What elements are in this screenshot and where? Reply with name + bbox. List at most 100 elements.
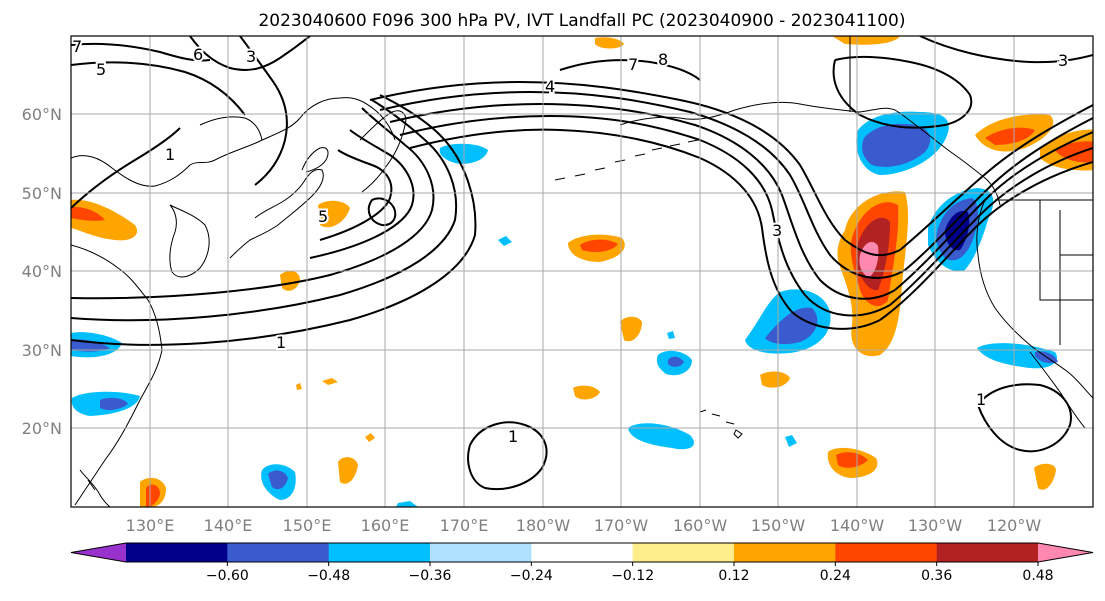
colorbar-tick-label: −0.24 (510, 568, 553, 584)
lon-label: 150°E (283, 516, 332, 535)
pv-contour-gulf-loop (832, 55, 973, 129)
colorbar-segment (531, 543, 634, 562)
pv-contour-label: 7 (628, 55, 638, 74)
japan-islands (229, 147, 329, 259)
philippines-coast (79, 469, 111, 507)
okhotsk-coast (199, 116, 263, 141)
ivt-positive-s-core (836, 452, 868, 468)
kamchatka-coast (359, 110, 407, 193)
ivt-positive-mid-core (580, 239, 618, 252)
longitude-labels: 130°E 140°E 150°E 160°E 170°E 180°W 170°… (126, 516, 1042, 535)
ivt-positive-small5 (338, 457, 358, 484)
pv-contour-label: 5 (318, 207, 328, 226)
pv-contour-east-wrap (899, 104, 1093, 251)
colorbar-tick-label: −0.60 (206, 568, 249, 584)
pv-contour-north-5 (409, 128, 881, 330)
pv-contour-east-wrap-3 (894, 131, 1093, 291)
ivt-positive-small3 (760, 371, 790, 388)
ivt-negative-goa-core (862, 123, 931, 167)
colorbar: −0.60 −0.48 −0.36 −0.24 −0.12 0.12 0.24 0.36 0.4… (70, 542, 1094, 584)
ivt-positive-small1 (280, 270, 300, 291)
hawaii-islands (699, 409, 743, 439)
ivt-positive-small2 (620, 316, 642, 342)
lat-label: 20°N (22, 419, 62, 438)
lon-label: 160°E (361, 516, 410, 535)
pv-contour-top-3 (919, 36, 1093, 64)
ivt-negative-small2 (628, 423, 694, 450)
lon-label: 170°E (440, 516, 489, 535)
colorbar-segment (936, 543, 1039, 562)
ivt-negative-tiny1 (498, 236, 512, 246)
pv-contour-north-2 (379, 90, 906, 279)
lon-label: 130°E (126, 516, 175, 535)
pv-contour-label: 1 (976, 390, 986, 409)
lat-label: 40°N (22, 262, 62, 281)
na-west-coast (976, 199, 1093, 399)
graticule (71, 36, 1093, 507)
colorbar-tick-label: 0.12 (718, 568, 749, 584)
ivt-negative-small4 (977, 343, 1058, 369)
pv-contour-label: 3 (246, 47, 256, 66)
ivt-negative-tiny3 (667, 331, 675, 339)
pv-contour-label: 3 (1058, 51, 1068, 70)
lon-label: 140°E (204, 516, 253, 535)
map-frame (70, 35, 1094, 508)
pv-contour-2 (71, 99, 458, 322)
colorbar-segment (328, 543, 431, 562)
colorbar-tick-label: 0.24 (820, 568, 851, 584)
pv-contour-label: 1 (508, 427, 518, 446)
pv-contour-3-west (239, 36, 288, 186)
ivt-negative-small3-core (268, 470, 288, 490)
colorbar-tick-label: −0.36 (409, 568, 452, 584)
ivt-positive-ne-core (985, 127, 1035, 145)
pv-contour-label: 1 (276, 333, 286, 352)
pv-contour-label: 4 (545, 77, 555, 96)
ivt-positive-japan (318, 200, 350, 228)
ivt-negative-w25-core (100, 397, 128, 411)
pv-contour-1-west (71, 127, 181, 209)
pv-contour-east-wrap-4 (889, 147, 1093, 306)
pv-contour-east-wrap-2 (904, 117, 1093, 271)
pv-contour-4 (309, 129, 415, 259)
pv-contour-label: 5 (96, 60, 106, 79)
pv-contour-1-south (467, 421, 548, 491)
pv-contour-1-se (976, 383, 1072, 453)
ivt-positive-tiny2 (365, 433, 375, 442)
colorbar-tick-label: −0.12 (611, 568, 654, 584)
pv-contour-3 (71, 107, 435, 300)
lon-label: 140°W (830, 516, 885, 535)
pv-contour-north-4 (399, 114, 891, 317)
ivt-positive-small6 (1034, 463, 1056, 490)
colorbar-tick-label: 0.36 (921, 568, 952, 584)
ivt-positive-tiny3 (296, 383, 302, 390)
pv-contours (71, 36, 1093, 491)
korea-peninsula (169, 204, 210, 278)
pv-contour-label: 1 (165, 145, 175, 164)
colorbar-segment (430, 543, 532, 562)
pv-contour-north-1 (369, 80, 901, 257)
pv-contour-label: 7 (72, 37, 82, 56)
colorbar-extend-min (71, 543, 126, 562)
pv-contour-top-7 (71, 42, 211, 62)
lon-label: 160°W (673, 516, 728, 535)
ivt-positive-w-core (71, 206, 105, 221)
colorbar-segment (835, 543, 938, 562)
ivt-negative-w30-core (71, 339, 110, 352)
lat-label: 50°N (22, 184, 62, 203)
colorbar-segment (227, 543, 330, 562)
ivt-positive-tiny1 (322, 378, 338, 385)
pv-contour-label: 6 (193, 45, 203, 64)
ivt-positive-top2 (832, 36, 900, 45)
lon-label: 150°W (751, 516, 806, 535)
map-title: 2023040600 F096 300 hPa PV, IVT Landfall… (258, 11, 905, 31)
ivt-positive-small4 (573, 385, 600, 400)
state-borders (1039, 200, 1093, 345)
map-panel: 1 1 1 1 3 3 3 4 5 5 6 7 7 8 (70, 35, 1094, 508)
pv-contour-1-main (71, 94, 477, 346)
pv-contour-5 (319, 149, 393, 241)
lat-label: 60°N (22, 105, 62, 124)
pv-contour-north-3 (389, 102, 896, 300)
pv-contour-label: 8 (658, 50, 668, 69)
lon-label: 120°W (987, 516, 1042, 535)
baja-coast (1029, 351, 1086, 429)
